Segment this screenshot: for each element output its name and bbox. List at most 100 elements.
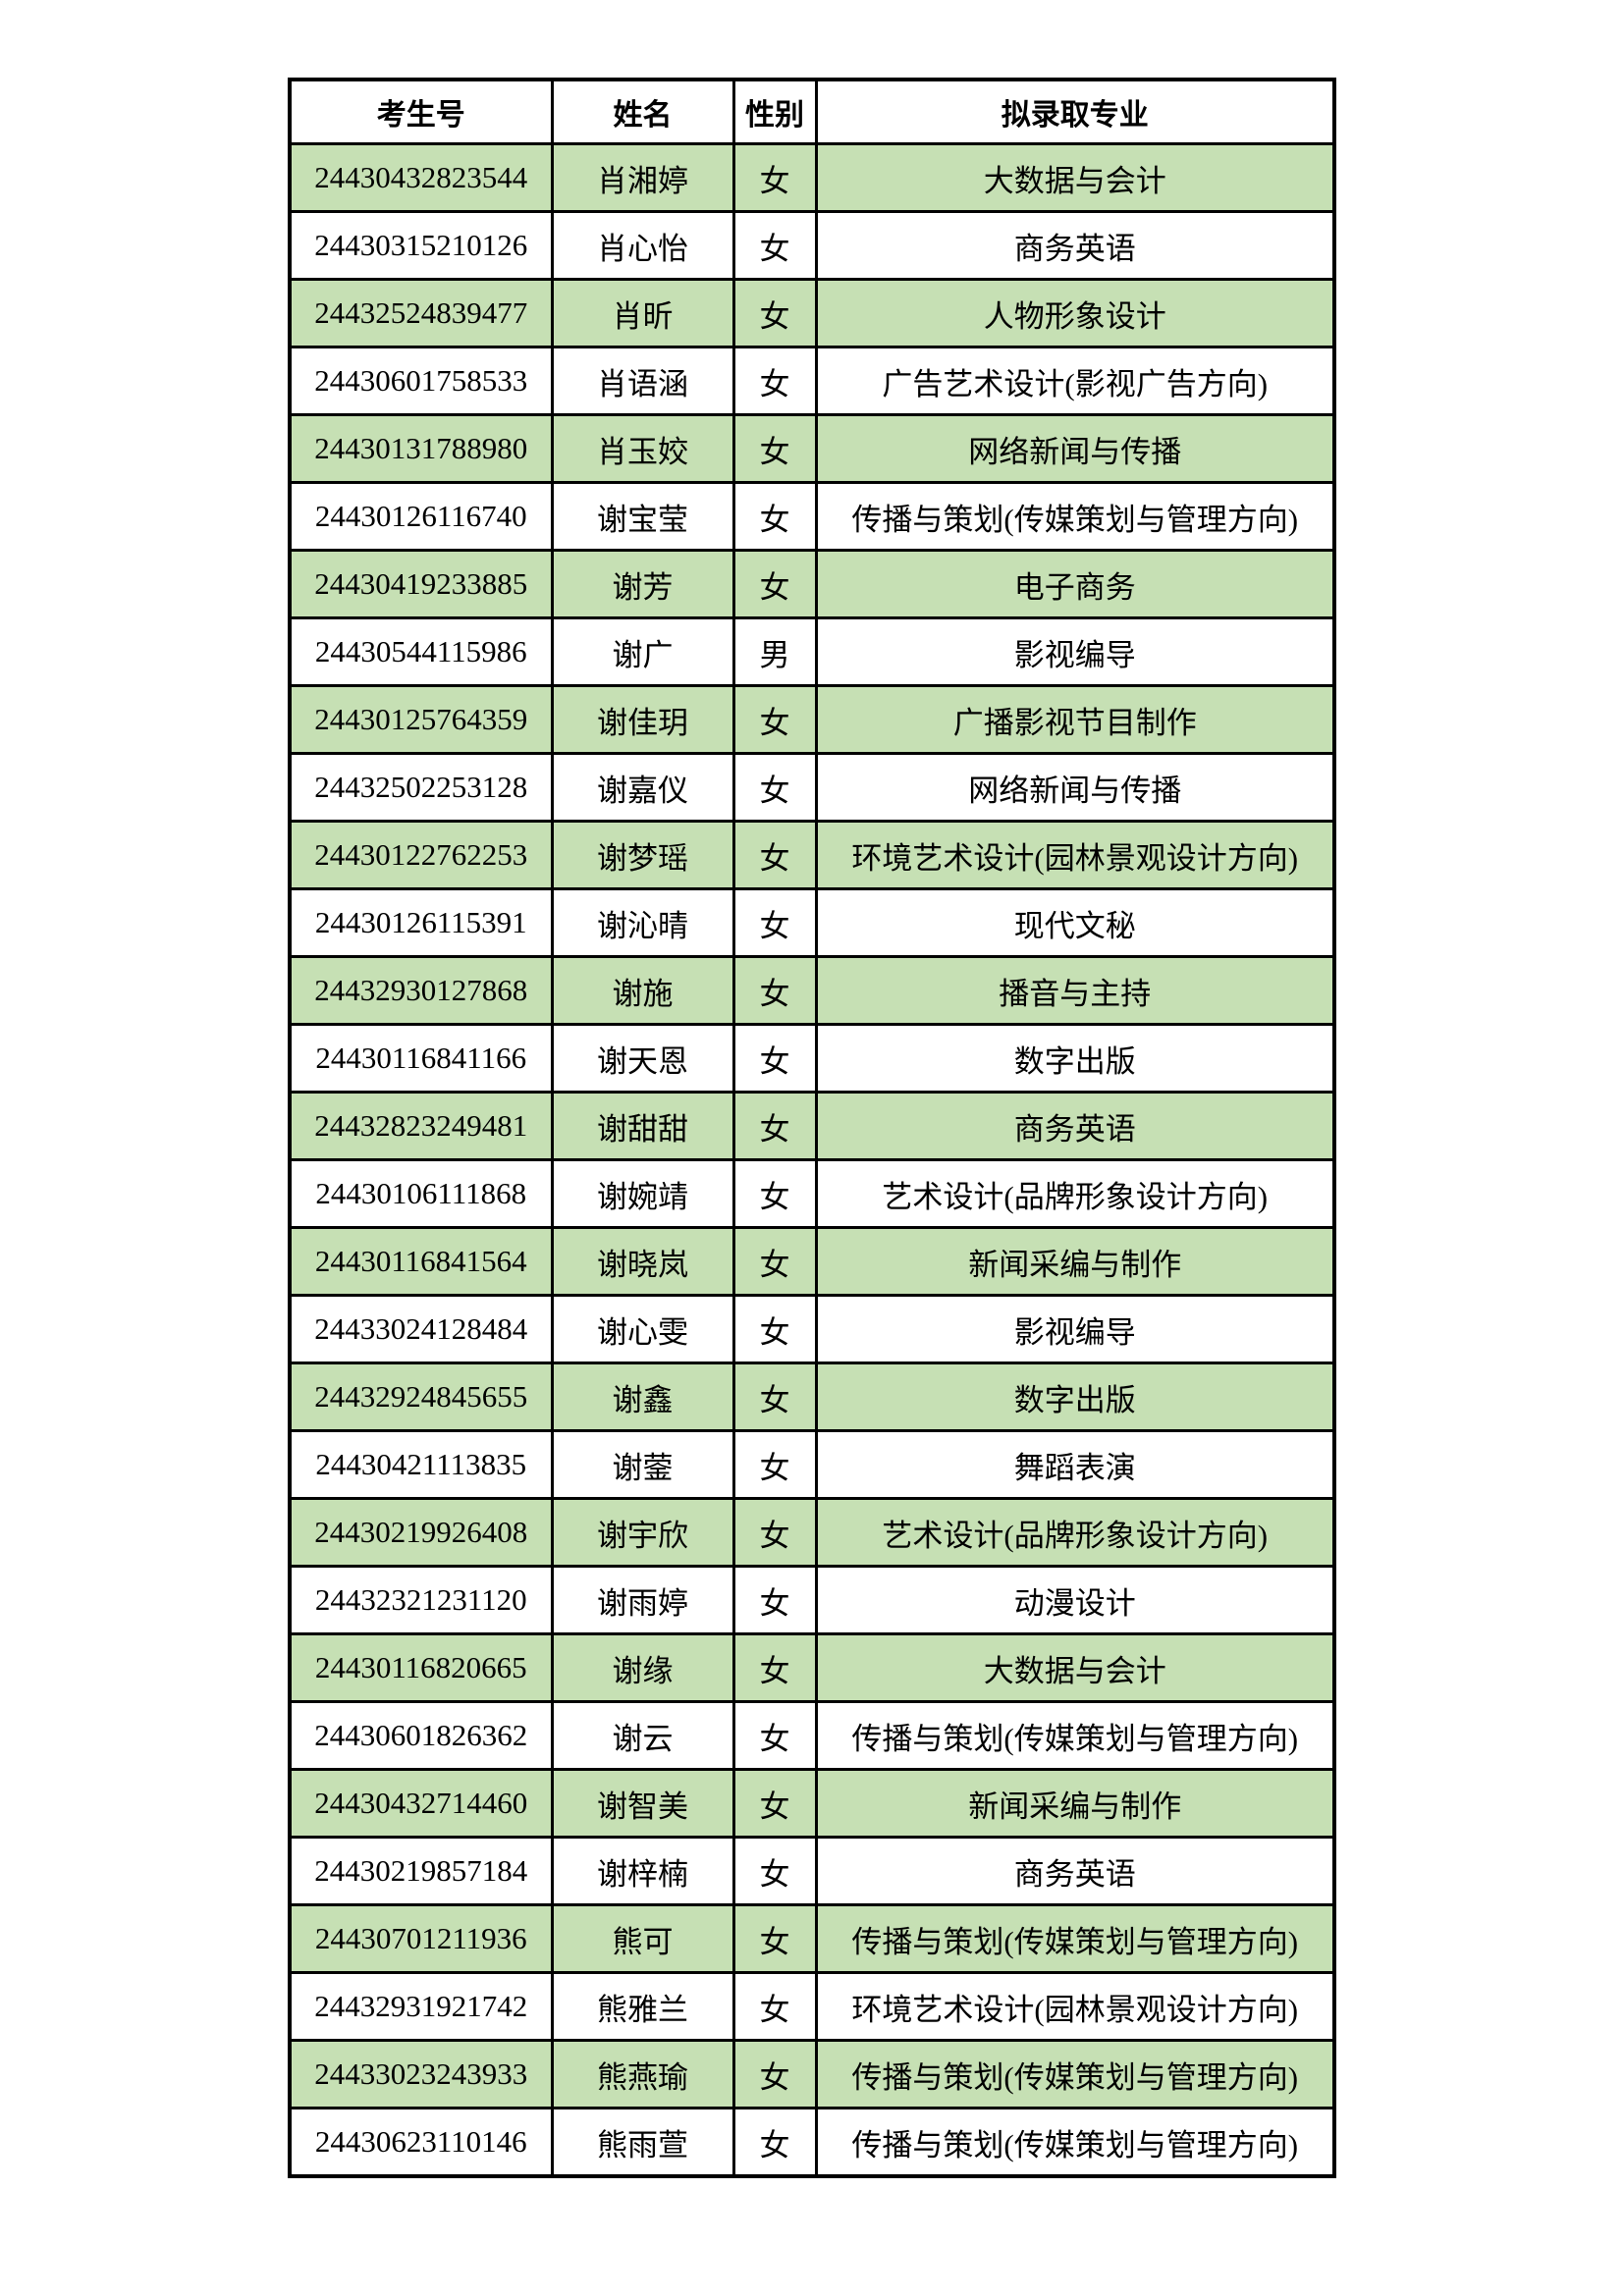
table-row: 24430544115986 谢广男影视编导 <box>288 616 1336 687</box>
cell-major: 人物形象设计 <box>814 278 1336 348</box>
col-header-gender: 性别 <box>731 78 818 145</box>
cell-candidate-no: 24432924845655 <box>288 1362 554 1432</box>
cell-gender: 女 <box>731 1294 818 1364</box>
cell-major: 舞蹈表演 <box>814 1429 1336 1500</box>
admission-table-body: 24430432823544 肖湘婷女大数据与会计 24430315210126 肖心… <box>288 142 1336 2178</box>
cell-major: 传播与策划(传媒策划与管理方向) <box>814 1903 1336 1974</box>
cell-candidate-no: 24430623110146 <box>288 2107 554 2178</box>
cell-major: 现代文秘 <box>814 887 1336 958</box>
cell-gender: 女 <box>731 278 818 348</box>
cell-major: 传播与策划(传媒策划与管理方向) <box>814 481 1336 552</box>
table-row: 24432930127868 谢施女播音与主持 <box>288 955 1336 1026</box>
table-row: 24430701211936 熊可女传播与策划(传媒策划与管理方向) <box>288 1903 1336 1974</box>
table-row: 24430623110146 熊雨萱女传播与策划(传媒策划与管理方向) <box>288 2107 1336 2178</box>
cell-major: 数字出版 <box>814 1362 1336 1432</box>
cell-name: 谢缘 <box>550 1632 735 1703</box>
table-row: 24430432714460 谢智美女新闻采编与制作 <box>288 1768 1336 1839</box>
cell-major: 广告艺术设计(影视广告方向) <box>814 346 1336 416</box>
cell-candidate-no: 24430601758533 <box>288 346 554 416</box>
cell-major: 传播与策划(传媒策划与管理方向) <box>814 1700 1336 1771</box>
cell-gender: 女 <box>731 752 818 823</box>
col-header-major: 拟录取专业 <box>814 78 1336 145</box>
cell-gender: 女 <box>731 549 818 619</box>
cell-gender: 女 <box>731 2039 818 2109</box>
cell-name: 谢宝莹 <box>550 481 735 552</box>
cell-major: 新闻采编与制作 <box>814 1768 1336 1839</box>
cell-name: 谢婉靖 <box>550 1158 735 1229</box>
cell-name: 熊燕瑜 <box>550 2039 735 2109</box>
cell-major: 播音与主持 <box>814 955 1336 1026</box>
cell-gender: 女 <box>731 1429 818 1500</box>
cell-major: 影视编导 <box>814 1294 1336 1364</box>
cell-name: 肖湘婷 <box>550 142 735 213</box>
cell-gender: 女 <box>731 1497 818 1568</box>
col-header-name: 姓名 <box>550 78 735 145</box>
cell-gender: 女 <box>731 1158 818 1229</box>
cell-major: 商务英语 <box>814 1836 1336 1906</box>
cell-name: 谢施 <box>550 955 735 1026</box>
cell-gender: 女 <box>731 887 818 958</box>
cell-candidate-no: 24430116820665 <box>288 1632 554 1703</box>
cell-major: 艺术设计(品牌形象设计方向) <box>814 1497 1336 1568</box>
cell-major: 传播与策划(传媒策划与管理方向) <box>814 2107 1336 2178</box>
cell-candidate-no: 24430219926408 <box>288 1497 554 1568</box>
cell-candidate-no: 24430106111868 <box>288 1158 554 1229</box>
cell-major: 广播影视节目制作 <box>814 684 1336 755</box>
cell-major: 新闻采编与制作 <box>814 1226 1336 1297</box>
cell-candidate-no: 24430419233885 <box>288 549 554 619</box>
cell-candidate-no: 24433024128484 <box>288 1294 554 1364</box>
cell-candidate-no: 24433023243933 <box>288 2039 554 2109</box>
cell-candidate-no: 24430315210126 <box>288 210 554 281</box>
cell-gender: 女 <box>731 1565 818 1635</box>
cell-major: 商务英语 <box>814 1091 1336 1161</box>
table-row: 24432823249481 谢甜甜女商务英语 <box>288 1091 1336 1161</box>
table-row: 24433024128484 谢心雯女影视编导 <box>288 1294 1336 1364</box>
table-row: 24430601758533 肖语涵女广告艺术设计(影视广告方向) <box>288 346 1336 416</box>
table-row: 24430106111868 谢婉靖女艺术设计(品牌形象设计方向) <box>288 1158 1336 1229</box>
cell-candidate-no: 24430219857184 <box>288 1836 554 1906</box>
cell-gender: 女 <box>731 142 818 213</box>
table-row: 24430421113835 谢蓥女舞蹈表演 <box>288 1429 1336 1500</box>
table-row: 24430125764359 谢佳玥女广播影视节目制作 <box>288 684 1336 755</box>
cell-gender: 女 <box>731 1903 818 1974</box>
cell-name: 谢晓岚 <box>550 1226 735 1297</box>
cell-gender: 女 <box>731 955 818 1026</box>
cell-gender: 女 <box>731 1836 818 1906</box>
cell-major: 网络新闻与传播 <box>814 413 1336 484</box>
table-row: 24430116820665 谢缘女大数据与会计 <box>288 1632 1336 1703</box>
cell-gender: 女 <box>731 481 818 552</box>
cell-name: 谢嘉仪 <box>550 752 735 823</box>
cell-major: 数字出版 <box>814 1023 1336 1094</box>
cell-name: 谢芳 <box>550 549 735 619</box>
cell-gender: 女 <box>731 1226 818 1297</box>
table-row: 24432502253128 谢嘉仪女网络新闻与传播 <box>288 752 1336 823</box>
table-row: 24430116841564 谢晓岚女新闻采编与制作 <box>288 1226 1336 1297</box>
col-header-candidate-no: 考生号 <box>288 78 554 145</box>
table-row: 24430601826362 谢云女传播与策划(传媒策划与管理方向) <box>288 1700 1336 1771</box>
cell-name: 肖语涵 <box>550 346 735 416</box>
cell-gender: 女 <box>731 1700 818 1771</box>
cell-candidate-no: 24430126116740 <box>288 481 554 552</box>
cell-gender: 男 <box>731 616 818 687</box>
table-row: 24432931921742 熊雅兰女环境艺术设计(园林景观设计方向) <box>288 1971 1336 2042</box>
cell-candidate-no: 24430126115391 <box>288 887 554 958</box>
cell-gender: 女 <box>731 1362 818 1432</box>
cell-gender: 女 <box>731 210 818 281</box>
cell-name: 谢雨婷 <box>550 1565 735 1635</box>
cell-gender: 女 <box>731 1768 818 1839</box>
cell-candidate-no: 24430432714460 <box>288 1768 554 1839</box>
cell-gender: 女 <box>731 1632 818 1703</box>
table-row: 24430131788980 肖玉姣女网络新闻与传播 <box>288 413 1336 484</box>
cell-candidate-no: 24432931921742 <box>288 1971 554 2042</box>
table-row: 24432524839477 肖昕女人物形象设计 <box>288 278 1336 348</box>
table-row: 24430219926408 谢宇欣女艺术设计(品牌形象设计方向) <box>288 1497 1336 1568</box>
header-row: 考生号 姓名 性别 拟录取专业 <box>288 78 1336 145</box>
cell-gender: 女 <box>731 1023 818 1094</box>
cell-gender: 女 <box>731 1971 818 2042</box>
cell-candidate-no: 24430131788980 <box>288 413 554 484</box>
cell-name: 谢天恩 <box>550 1023 735 1094</box>
cell-name: 谢宇欣 <box>550 1497 735 1568</box>
cell-major: 大数据与会计 <box>814 142 1336 213</box>
cell-major: 环境艺术设计(园林景观设计方向) <box>814 820 1336 890</box>
